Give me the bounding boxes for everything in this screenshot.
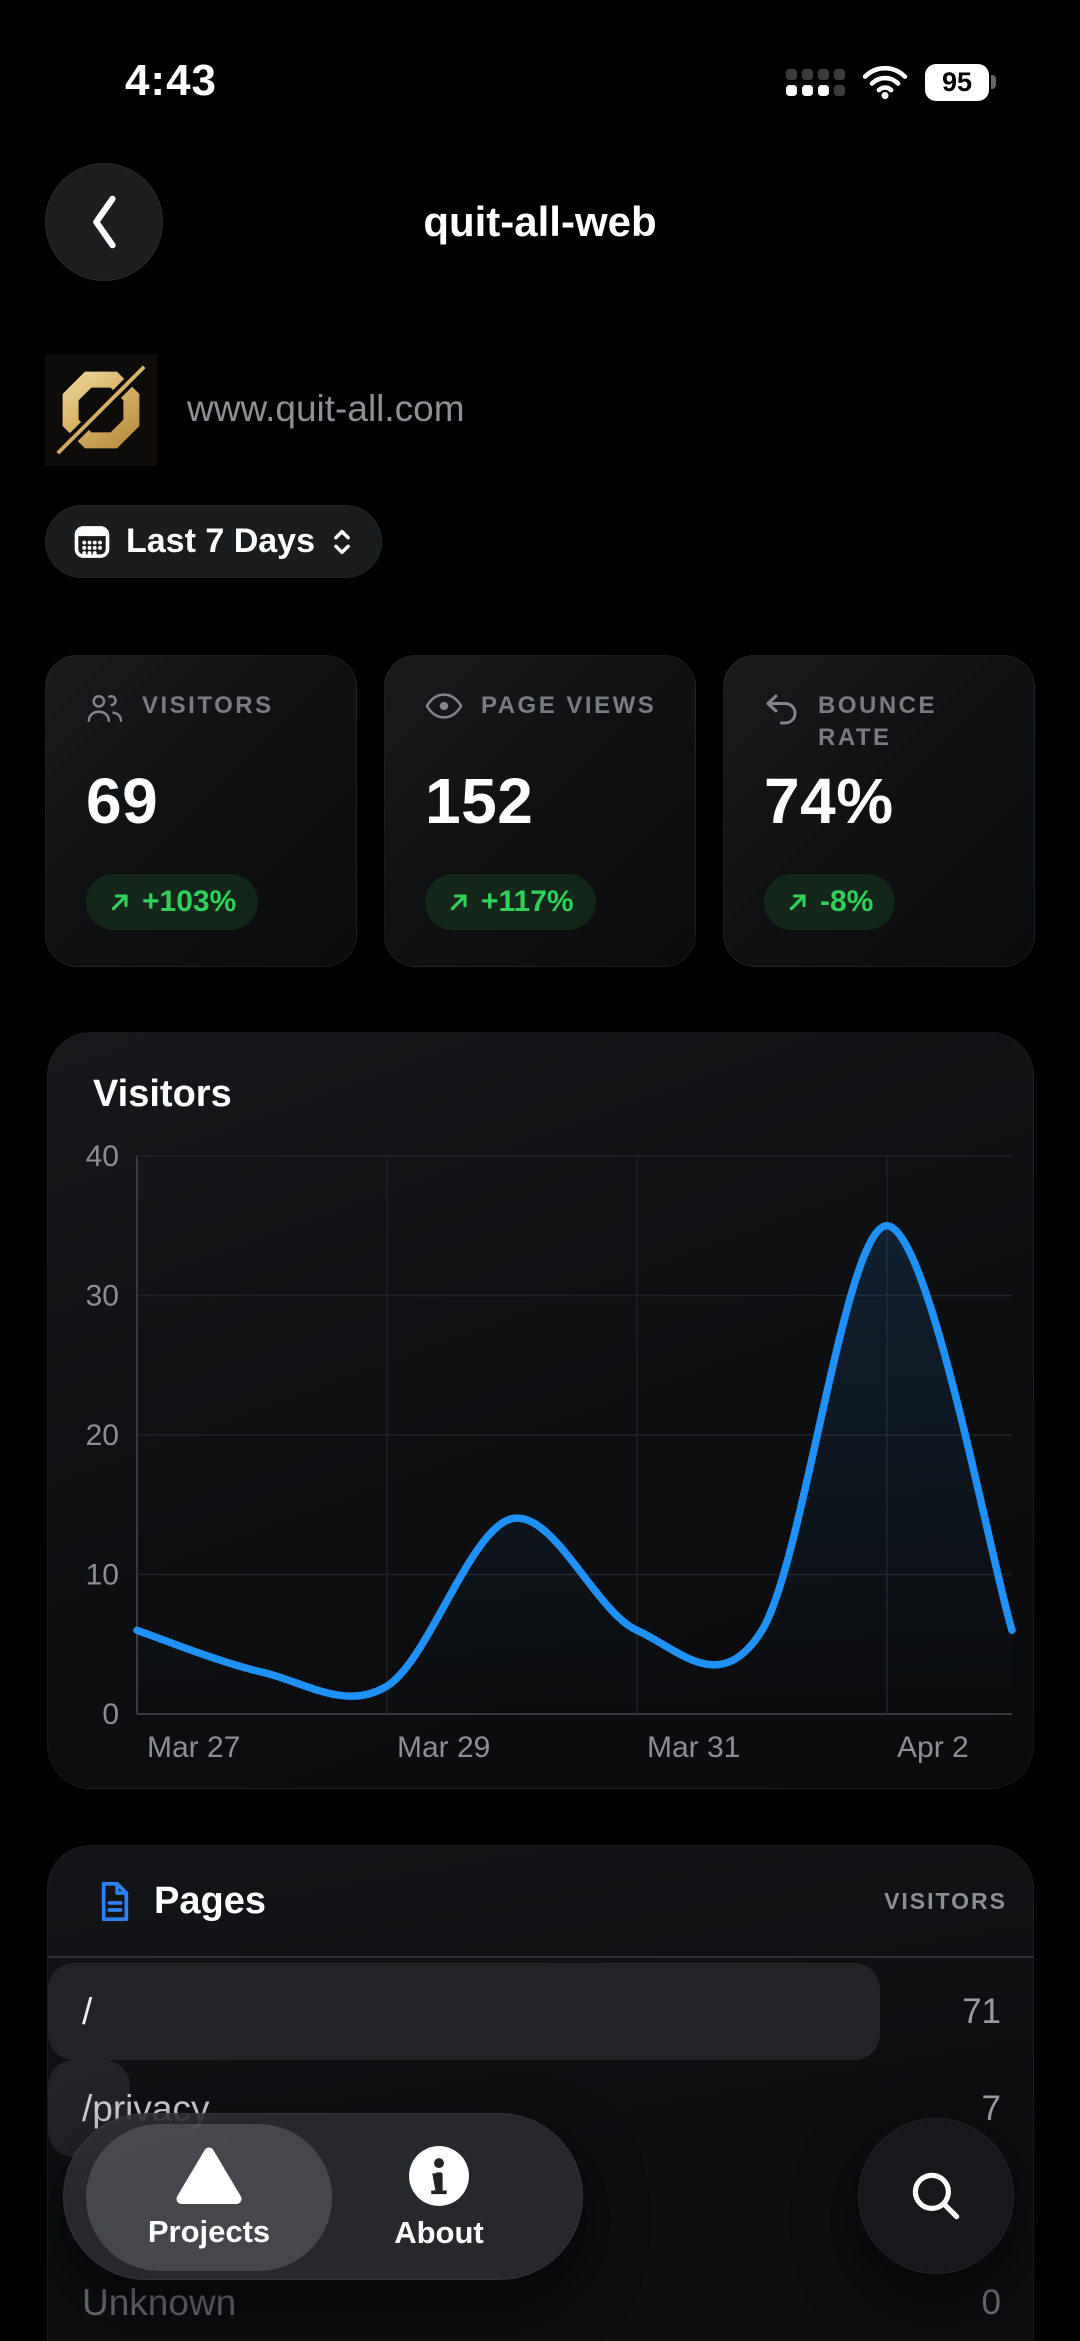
svg-text:30: 30	[86, 1280, 119, 1313]
chevrons-up-down-icon	[334, 529, 350, 554]
stat-label: VISITORS	[142, 692, 274, 719]
pages-title: Pages	[154, 1879, 266, 1922]
stat-card-visitors: VISITORS 69 +103%	[45, 655, 357, 967]
date-range-selector[interactable]: Last 7 Days	[45, 505, 382, 578]
chart-title: Visitors	[93, 1073, 232, 1115]
stat-card-page-views: PAGE VIEWS 152 +117%	[384, 655, 696, 967]
stat-trend-badge: +117%	[425, 874, 596, 930]
page-visitors: 0	[981, 2283, 1001, 2322]
stat-label: PAGE VIEWS	[481, 692, 657, 719]
page-visitors: 7	[981, 2089, 1001, 2128]
svg-text:40: 40	[86, 1140, 119, 1173]
status-time: 4:43	[124, 56, 218, 105]
page-title: quit-all-web	[423, 198, 657, 245]
battery-level: 95	[925, 63, 989, 101]
stat-delta: +117%	[481, 885, 574, 918]
stat-trend-badge: +103%	[86, 874, 259, 930]
users-icon	[87, 695, 123, 723]
info-icon	[409, 2145, 469, 2206]
svg-text:20: 20	[86, 1419, 119, 1452]
chevron-left-icon	[93, 195, 116, 249]
site-favicon	[45, 354, 157, 466]
page-row-root[interactable]: / 71	[48, 1963, 1033, 2060]
pages-column-header: VISITORS	[884, 1887, 1007, 1914]
page-path: Unknown	[82, 2282, 237, 2323]
search-button[interactable]	[858, 2118, 1014, 2274]
svg-text:Mar 27: Mar 27	[147, 1731, 240, 1764]
cellular-signal-icon	[786, 68, 845, 96]
tab-label: Projects	[147, 2213, 271, 2249]
arrow-up-right-icon	[789, 894, 806, 911]
arrow-up-right-icon	[111, 894, 128, 911]
arrow-up-right-icon	[450, 894, 467, 911]
stat-card-bounce-rate: BOUNCE RATE 74% -8%	[723, 655, 1035, 967]
tab-projects[interactable]: Projects	[109, 2114, 309, 2281]
battery-icon: 95	[925, 63, 996, 101]
svg-text:Apr 2: Apr 2	[897, 1731, 969, 1764]
svg-text:10: 10	[86, 1559, 119, 1592]
stat-trend-badge: -8%	[764, 874, 896, 930]
visitors-chart-card: Visitors 0 10 20 30 40 Mar 27 Mar 29 Mar 31 Apr …	[47, 1032, 1034, 1789]
eye-icon	[425, 693, 463, 719]
page-row-bar	[48, 1963, 881, 2060]
wifi-icon	[862, 65, 908, 99]
svg-text:0: 0	[102, 1698, 119, 1731]
page-path: /	[82, 1991, 93, 2032]
tab-bar: Projects About	[63, 2113, 583, 2280]
document-icon	[101, 1881, 129, 1921]
status-icons: 95	[786, 62, 996, 102]
stat-value: 152	[425, 765, 534, 837]
stats-row: VISITORS 69 +103% PAGE VIEWS 152	[45, 655, 1035, 967]
svg-text:Mar 31: Mar 31	[647, 1731, 740, 1764]
divider	[48, 1956, 1033, 1958]
date-range-label: Last 7 Days	[126, 522, 315, 560]
quit-all-logo-icon	[53, 362, 149, 458]
back-button[interactable]	[45, 163, 163, 281]
tab-label: About	[394, 2214, 484, 2250]
visitors-line-chart: 0 10 20 30 40 Mar 27 Mar 29 Mar 31 Apr 2	[86, 1140, 1016, 1764]
svg-text:Mar 29: Mar 29	[397, 1731, 490, 1764]
pages-header: Pages VISITORS	[48, 1846, 1033, 1956]
stat-value: 74%	[764, 765, 894, 837]
stat-delta: -8%	[820, 885, 874, 918]
page-visitors: 71	[962, 1992, 1001, 2031]
calendar-icon	[74, 525, 110, 558]
stat-value: 69	[86, 765, 159, 837]
stat-label: BOUNCE RATE	[818, 692, 938, 751]
bounce-icon	[766, 694, 797, 725]
projects-triangle-icon	[176, 2146, 242, 2204]
search-icon	[912, 2172, 960, 2220]
tab-about[interactable]: About	[339, 2114, 539, 2281]
stat-delta: +103%	[142, 885, 237, 918]
page-row-unknown[interactable]: Unknown 0	[48, 2254, 1033, 2341]
site-url: www.quit-all.com	[187, 388, 465, 429]
